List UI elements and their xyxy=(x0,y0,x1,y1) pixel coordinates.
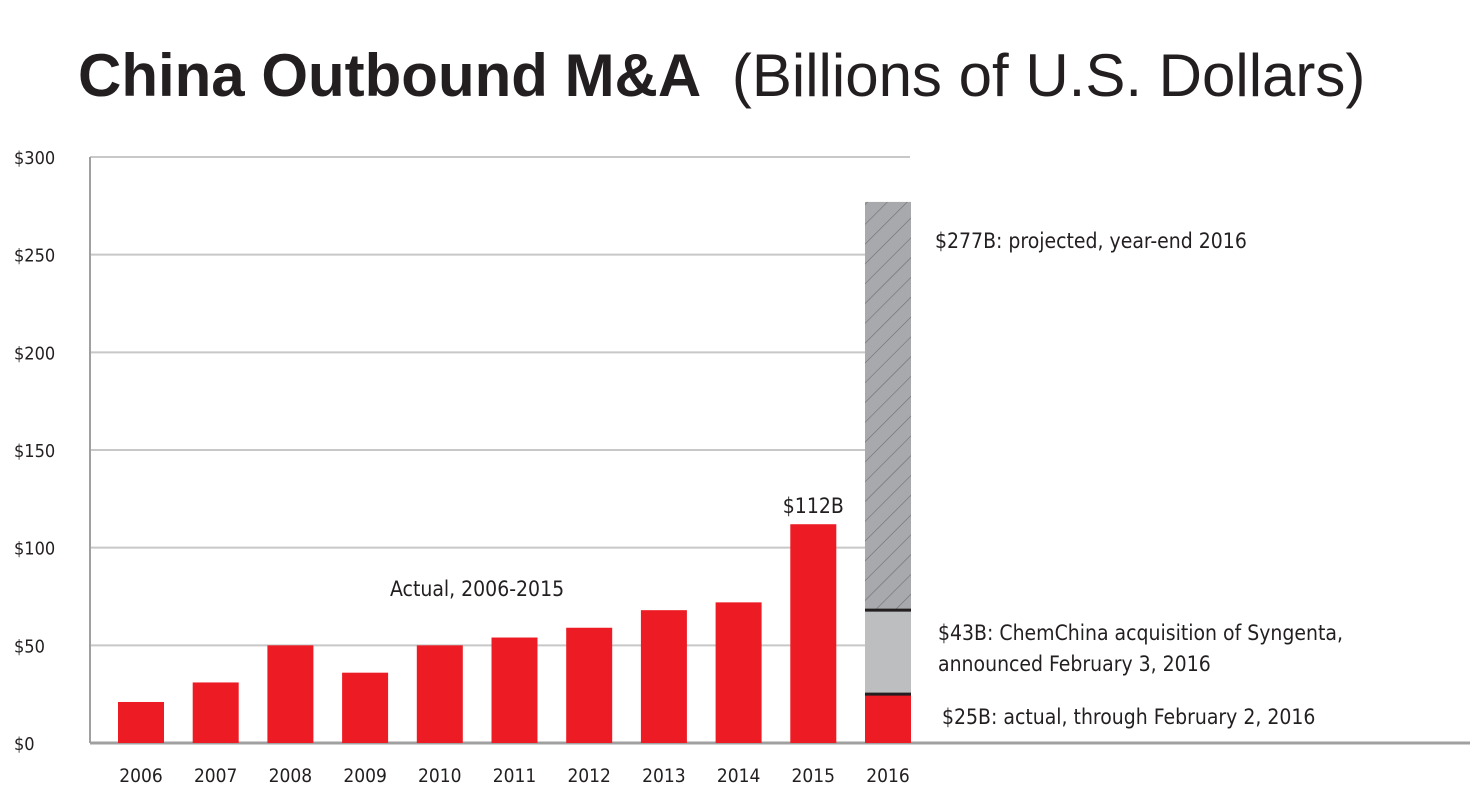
bar-2006 xyxy=(118,701,164,743)
label-syngenta-2: announced February 3, 2016 xyxy=(938,652,1211,676)
label-syngenta-1: $43B: ChemChina acquisition of Syngenta, xyxy=(938,621,1343,645)
y-tick-label: $150 xyxy=(14,441,55,462)
bar-2008 xyxy=(267,645,314,743)
bar-2016-segment-0 xyxy=(865,694,911,743)
y-tick-label: $200 xyxy=(14,343,55,364)
bar-2011 xyxy=(491,637,538,743)
x-tick-label: 2007 xyxy=(194,765,238,787)
bar-2007 xyxy=(192,682,239,743)
bar-2009 xyxy=(342,672,389,743)
bar-2010 xyxy=(416,645,463,743)
x-tick-label: 2008 xyxy=(269,765,313,787)
x-tick-label: 2010 xyxy=(418,765,462,787)
bar-2012 xyxy=(566,627,613,743)
bar-2016-segment-1 xyxy=(865,610,911,695)
annotation-actual-range: Actual, 2006-2015 xyxy=(390,577,564,601)
x-tick-label: 2012 xyxy=(567,765,611,787)
y-tick-label: $250 xyxy=(14,246,55,267)
label-projected: $277B: projected, year-end 2016 xyxy=(935,229,1247,253)
x-tick-label: 2006 xyxy=(119,765,163,787)
title-main: China Outbound M&A xyxy=(78,42,701,109)
x-tick-label: 2013 xyxy=(642,765,686,787)
annotation-2015-value: $112B xyxy=(783,494,844,518)
x-tick-label: 2009 xyxy=(343,765,387,787)
chart-title: China Outbound M&A (Billions of U.S. Dol… xyxy=(78,42,1365,109)
x-tick-label: 2014 xyxy=(717,765,761,787)
bar-2015 xyxy=(790,524,837,743)
title-subtitle: (Billions of U.S. Dollars) xyxy=(732,42,1366,109)
y-tick-label: $100 xyxy=(14,539,55,560)
bar-2016-segment-2 xyxy=(865,201,911,611)
y-tick-label: $300 xyxy=(14,148,55,169)
x-tick-label: 2015 xyxy=(792,765,836,787)
x-tick-label: 2011 xyxy=(493,765,537,787)
y-tick-label: $0 xyxy=(14,734,35,755)
bar-2013 xyxy=(640,610,687,743)
label-actual-2016: $25B: actual, through February 2, 2016 xyxy=(942,705,1315,729)
y-tick-label: $50 xyxy=(14,636,45,657)
bar-2014 xyxy=(715,602,762,743)
x-tick-label: 2016 xyxy=(866,765,910,787)
